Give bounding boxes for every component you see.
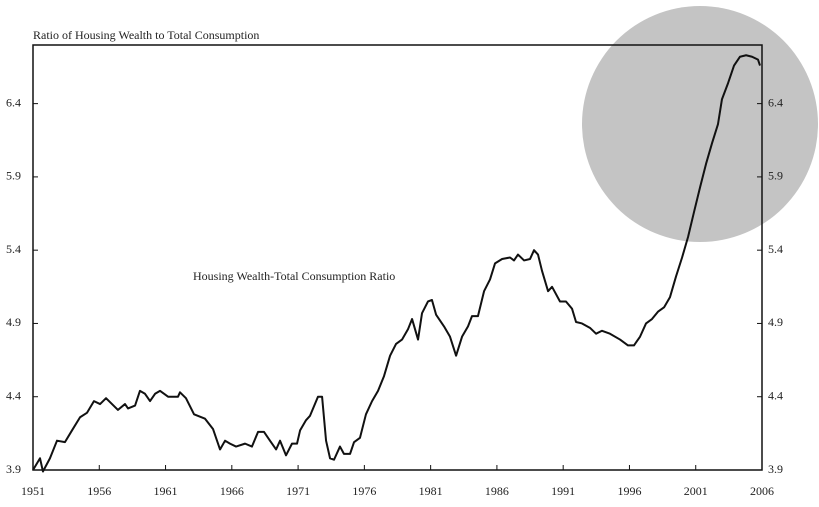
highlight-circle [582, 6, 818, 242]
chart-title: Ratio of Housing Wealth to Total Consump… [33, 28, 259, 42]
y-tick-label: 3.9 [6, 462, 21, 476]
y2-tick-label: 4.9 [768, 315, 783, 329]
y2-tick-label: 5.4 [768, 242, 783, 256]
x-tick-label: 1976 [352, 484, 376, 498]
y-tick-label: 5.4 [6, 242, 21, 256]
x-tick-label: 1966 [220, 484, 244, 498]
y2-tick-label: 4.4 [768, 388, 783, 402]
x-tick-label: 1961 [154, 484, 178, 498]
y2-tick-label: 6.4 [768, 95, 783, 109]
annotation: Housing Wealth-Total Consumption Ratio [193, 269, 395, 283]
data-line [32, 54, 761, 473]
y-tick-label: 4.9 [6, 315, 21, 329]
x-tick-label: 1996 [617, 484, 641, 498]
x-tick-label: 1991 [551, 484, 575, 498]
x-tick-label: 2006 [750, 484, 774, 498]
x-tick-label: 1971 [286, 484, 310, 498]
y-tick-label: 4.4 [6, 388, 21, 402]
y-tick-label: 5.9 [6, 169, 21, 183]
y-tick-label: 6.4 [6, 95, 21, 109]
x-tick-label: 1951 [21, 484, 45, 498]
x-tick-label: 1986 [485, 484, 509, 498]
x-tick-label: 2001 [684, 484, 708, 498]
x-tick-label: 1981 [419, 484, 443, 498]
x-tick-label: 1956 [87, 484, 111, 498]
y2-tick-label: 3.9 [768, 462, 783, 476]
y2-tick-label: 5.9 [768, 169, 783, 183]
plot-frame [32, 44, 763, 471]
